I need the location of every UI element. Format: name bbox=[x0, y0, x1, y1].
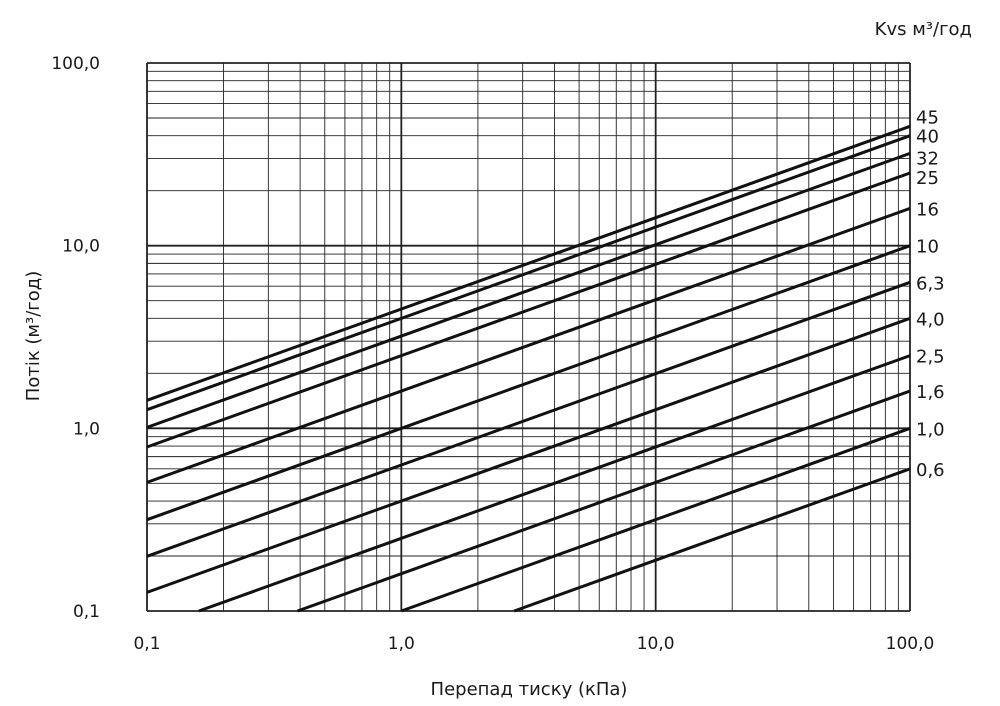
x-tick-label: 1,0 bbox=[388, 634, 415, 654]
kvs-label-0-6: 0,6 bbox=[916, 460, 945, 481]
kvs-label-4-0: 4,0 bbox=[916, 309, 945, 330]
legend-title: Kvs м³/год bbox=[875, 19, 972, 40]
kvs-label-45: 45 bbox=[916, 107, 939, 128]
kvs-curve-2-5 bbox=[198, 354, 911, 613]
y-axis-title: Потік (м³/год) bbox=[23, 271, 44, 401]
kvs-curve-1-6 bbox=[296, 389, 911, 613]
kvs-label-6-3: 6,3 bbox=[916, 273, 945, 294]
y-tick-label: 1,0 bbox=[73, 419, 100, 439]
x-tick-label: 0,1 bbox=[133, 634, 160, 654]
kvs-label-40: 40 bbox=[916, 127, 939, 148]
kvs-label-25: 25 bbox=[916, 168, 939, 189]
x-axis-title: Перепад тиску (кПа) bbox=[431, 679, 628, 700]
kvs-curve-10 bbox=[146, 244, 911, 522]
kvs-curve-32 bbox=[146, 151, 911, 429]
x-tick-label: 100,0 bbox=[886, 634, 935, 654]
kvs-label-10: 10 bbox=[916, 237, 939, 258]
kvs-curve-4-0 bbox=[146, 316, 911, 594]
kvs-curve-0-6 bbox=[513, 467, 911, 613]
x-tick-label: 10,0 bbox=[637, 634, 675, 654]
kvs-label-32: 32 bbox=[916, 148, 939, 169]
kvs-curves bbox=[146, 124, 911, 613]
kvs-label-1-0: 1,0 bbox=[916, 419, 945, 440]
kvs-curve-40 bbox=[146, 134, 911, 412]
kvs-curve-6-3 bbox=[146, 280, 911, 558]
y-tick-label: 0,1 bbox=[73, 602, 100, 622]
y-tick-label: 10,0 bbox=[62, 237, 100, 257]
tick-labels: 0,1 1,0 10,0 100,0 0,1 1,0 10,0 100,0 bbox=[51, 54, 934, 654]
kvs-curve-1-0 bbox=[400, 426, 911, 613]
y-tick-label: 100,0 bbox=[51, 54, 100, 74]
kvs-label-16: 16 bbox=[916, 199, 939, 220]
kvs-curve-25 bbox=[146, 171, 911, 449]
kvs-curve-16 bbox=[146, 206, 911, 484]
kvs-label-2-5: 2,5 bbox=[916, 347, 945, 368]
kvs-label-1-6: 1,6 bbox=[916, 382, 945, 403]
kvs-curve-45 bbox=[146, 124, 911, 402]
